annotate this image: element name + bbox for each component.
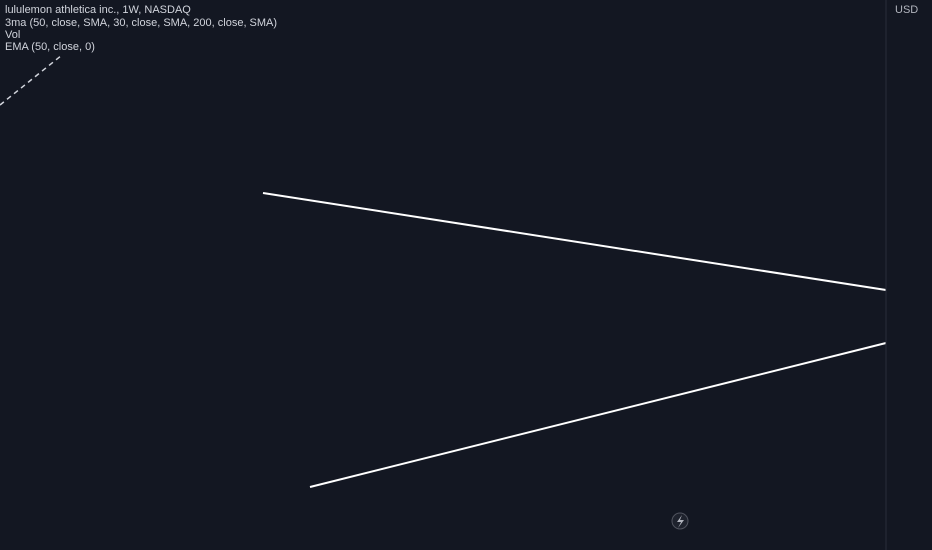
legend-line: EMA (50, close, 0): [5, 41, 95, 53]
legend-line: 3ma (50, close, SMA, 30, close, SMA, 200…: [5, 17, 277, 29]
dashed-line: [0, 54, 63, 106]
bolt: [677, 515, 684, 528]
axis-unit: USD: [895, 4, 918, 16]
trend-line: [262, 192, 887, 291]
legend-line: Vol: [5, 29, 20, 41]
trend-line: [309, 342, 887, 488]
symbol-title: lululemon athletica inc., 1W, NASDAQ: [5, 4, 191, 16]
